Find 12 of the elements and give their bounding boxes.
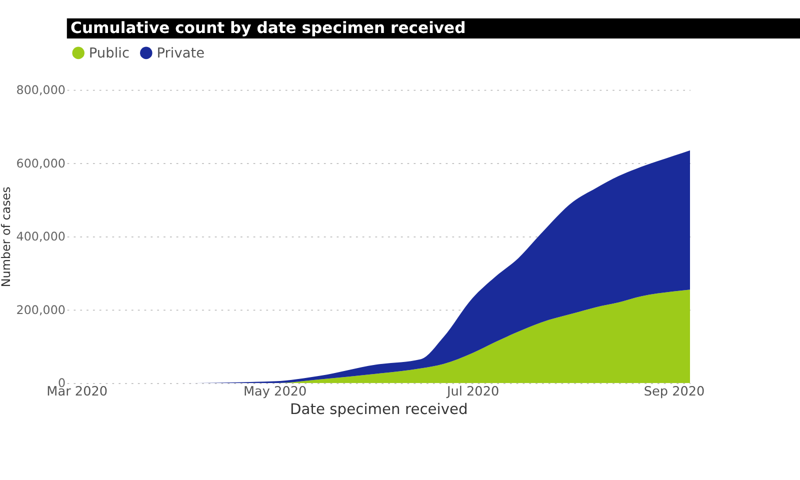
x-tick-label: Sep 2020 [644,384,705,400]
chart-title: Cumulative count by date specimen received [70,19,466,38]
y-tick-label: 800,000 [16,82,66,97]
legend-label: Public [88,46,130,62]
x-axis-title: Date specimen received [290,400,468,418]
y-tick-label: 400,000 [16,230,66,244]
y-tick-label: 200,000 [16,302,66,317]
y-axis-title: Number of cases [0,186,13,288]
legend-label: Private [156,46,205,62]
x-tick-label: Jul 2020 [446,384,500,400]
y-tick-label: 600,000 [16,156,66,170]
x-tick-label: May 2020 [243,384,307,400]
